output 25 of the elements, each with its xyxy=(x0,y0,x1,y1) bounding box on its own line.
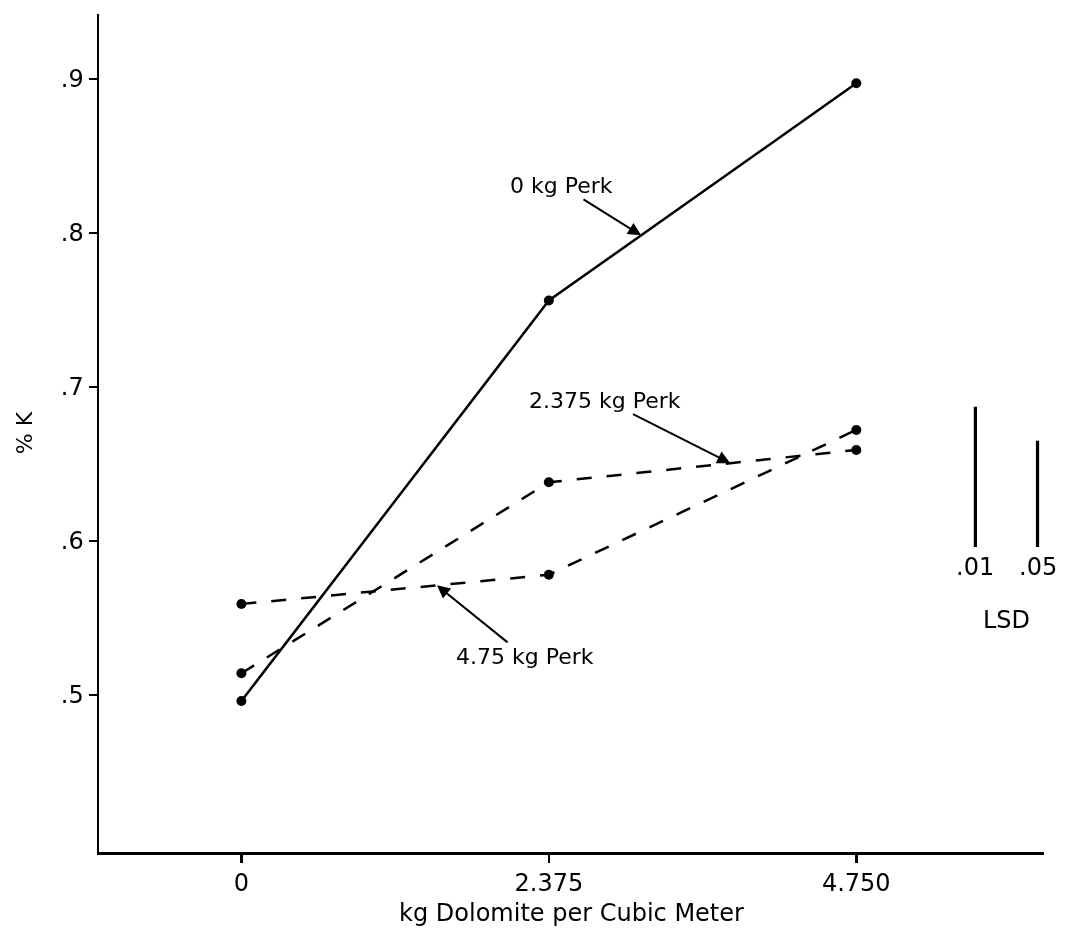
annotation: .01 xyxy=(956,553,995,581)
x-tick-label: 4.750 xyxy=(821,869,891,898)
point xyxy=(543,569,554,580)
point xyxy=(543,477,554,488)
y-tick-label: .7 xyxy=(60,373,84,402)
text: 4.75 kg Perk xyxy=(456,644,594,669)
y-tick-label: .6 xyxy=(60,527,84,556)
point xyxy=(543,295,554,306)
text: 2.375 kg Perk xyxy=(529,388,681,413)
point xyxy=(851,444,862,455)
y-tick-label: .9 xyxy=(60,65,84,94)
annotation: .05 xyxy=(1019,553,1058,581)
x-tick-label: 2.375 xyxy=(514,869,584,898)
annotation: LSD xyxy=(983,606,1031,634)
point xyxy=(851,424,862,435)
x-tick-label: 0 xyxy=(233,869,250,898)
x-axis-title: kg Dolomite per Cubic Meter xyxy=(399,898,745,927)
text: 0 kg Perk xyxy=(510,173,613,198)
y-tick-label: .5 xyxy=(60,681,84,710)
point xyxy=(236,598,247,609)
y-axis-title: % K xyxy=(12,411,38,455)
y-tick-label: .8 xyxy=(60,219,84,248)
point xyxy=(236,696,247,707)
point xyxy=(851,78,862,89)
point xyxy=(236,668,247,679)
